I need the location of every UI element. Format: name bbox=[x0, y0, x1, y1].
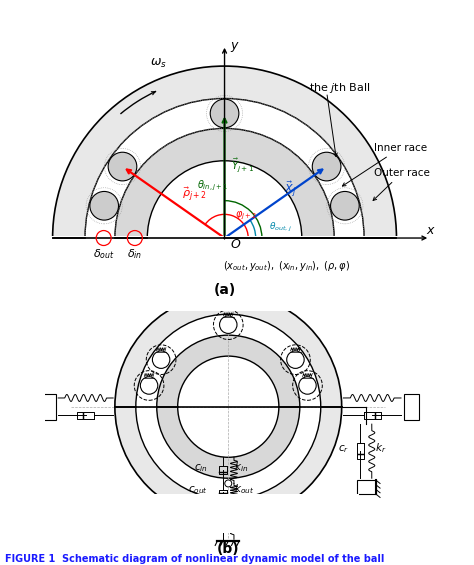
Circle shape bbox=[330, 192, 359, 220]
Text: $k_r$: $k_r$ bbox=[375, 441, 386, 455]
Text: $y$: $y$ bbox=[229, 40, 239, 54]
Text: $\varphi_{j+2}$: $\varphi_{j+2}$ bbox=[235, 209, 257, 221]
Text: $k_{out}$: $k_{out}$ bbox=[234, 482, 255, 496]
Text: $c_r$: $c_r$ bbox=[337, 443, 349, 455]
Bar bbox=[403, 394, 419, 420]
Text: (b): (b) bbox=[217, 542, 239, 557]
Text: the $j$th Ball: the $j$th Ball bbox=[309, 81, 371, 95]
Circle shape bbox=[136, 314, 321, 499]
Circle shape bbox=[53, 66, 396, 410]
Text: $x$: $x$ bbox=[427, 224, 436, 237]
Circle shape bbox=[147, 161, 302, 315]
Text: $k_s$: $k_s$ bbox=[234, 510, 246, 524]
Circle shape bbox=[115, 293, 342, 520]
Circle shape bbox=[85, 98, 364, 377]
Bar bbox=[356, 480, 376, 494]
Text: $O$: $O$ bbox=[229, 238, 241, 251]
Text: $\vec{\rho}_{j+2}$: $\vec{\rho}_{j+2}$ bbox=[182, 186, 207, 204]
Text: $\delta_{in}$: $\delta_{in}$ bbox=[127, 247, 143, 260]
Circle shape bbox=[157, 335, 300, 478]
Circle shape bbox=[287, 351, 304, 368]
Text: $(x_{out}, y_{out}),\ (x_{in}, y_{in}),\ (\rho,\varphi)$: $(x_{out}, y_{out}),\ (x_{in}, y_{in}),\… bbox=[223, 259, 350, 273]
Circle shape bbox=[299, 377, 316, 394]
Circle shape bbox=[90, 192, 118, 220]
Text: $c_{out}$: $c_{out}$ bbox=[188, 484, 208, 496]
Text: $\delta_{out}$: $\delta_{out}$ bbox=[93, 247, 115, 260]
Circle shape bbox=[140, 377, 158, 394]
Text: $\vec{X}_j$: $\vec{X}_j$ bbox=[284, 180, 297, 199]
Text: (a): (a) bbox=[213, 283, 236, 297]
Circle shape bbox=[312, 152, 341, 181]
Bar bbox=[98, 494, 359, 533]
Text: Inner race: Inner race bbox=[342, 143, 427, 186]
Text: FIGURE 1  Schematic diagram of nonlinear dynamic model of the ball: FIGURE 1 Schematic diagram of nonlinear … bbox=[5, 554, 384, 564]
Circle shape bbox=[210, 99, 239, 128]
Circle shape bbox=[225, 480, 232, 487]
Text: $c_s$: $c_s$ bbox=[197, 512, 208, 524]
Circle shape bbox=[219, 316, 237, 333]
Bar bbox=[13, 236, 437, 313]
Circle shape bbox=[152, 351, 170, 368]
Text: $\theta_{in,j+1}$: $\theta_{in,j+1}$ bbox=[197, 179, 228, 193]
Text: $\vec{Y}_{j+1}$: $\vec{Y}_{j+1}$ bbox=[231, 157, 254, 174]
Circle shape bbox=[115, 128, 334, 347]
Circle shape bbox=[178, 356, 279, 457]
Circle shape bbox=[108, 152, 137, 181]
Text: $k_{in}$: $k_{in}$ bbox=[234, 460, 248, 474]
Bar bbox=[40, 394, 55, 420]
Text: $\theta_{out,j}$: $\theta_{out,j}$ bbox=[269, 221, 292, 234]
Text: $c_{in}$: $c_{in}$ bbox=[194, 462, 208, 474]
Text: $\omega_s$: $\omega_s$ bbox=[150, 57, 167, 70]
Text: Outer race: Outer race bbox=[373, 168, 430, 201]
